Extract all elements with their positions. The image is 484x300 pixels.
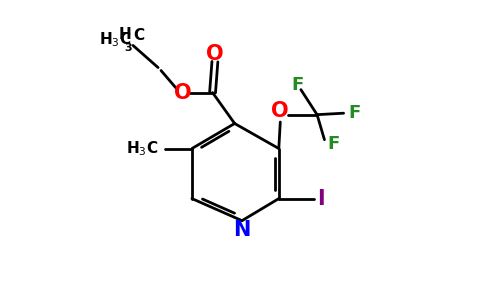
Text: F: F (292, 76, 304, 94)
Text: O: O (272, 101, 289, 121)
Text: O: O (206, 44, 224, 64)
Text: H$_3$C: H$_3$C (126, 139, 158, 158)
Text: H: H (119, 27, 132, 42)
Text: N: N (233, 220, 251, 240)
Text: F: F (327, 135, 340, 153)
Text: C: C (133, 28, 144, 43)
Text: F: F (348, 104, 360, 122)
Text: H$_3$C: H$_3$C (99, 30, 132, 49)
Text: I: I (317, 189, 325, 208)
Text: 3: 3 (124, 43, 132, 52)
Text: O: O (174, 82, 192, 103)
